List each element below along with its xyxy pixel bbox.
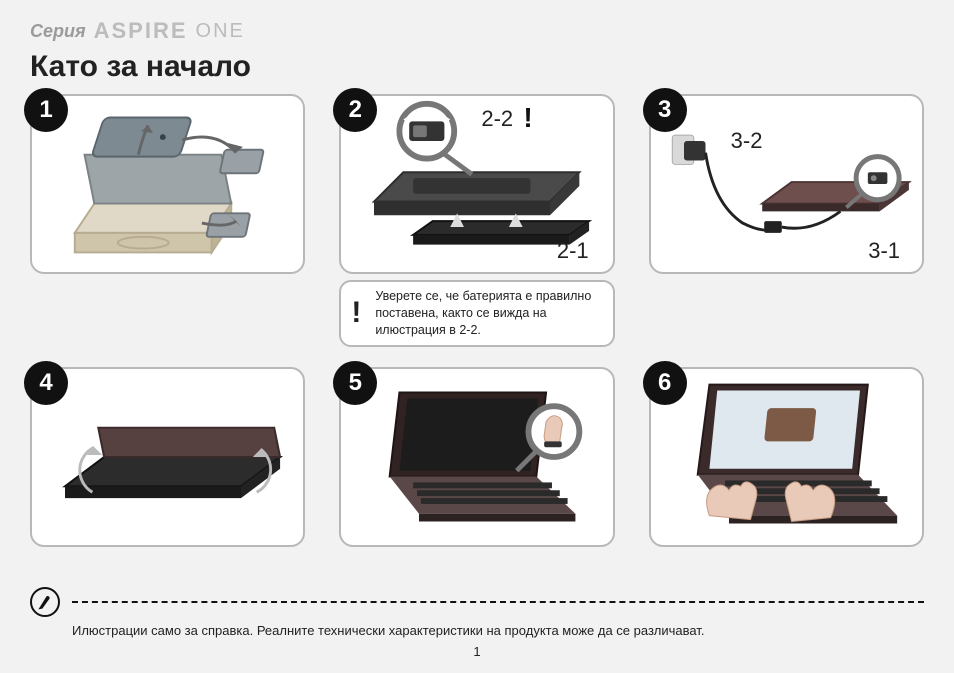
sublabel-2-2: 2-2 bbox=[481, 106, 513, 132]
step-3-illustration: 3-2 3-1 bbox=[649, 94, 924, 274]
page-number: 1 bbox=[30, 644, 924, 659]
step-4-illustration bbox=[30, 367, 305, 547]
exclamation-icon: ! bbox=[351, 293, 361, 334]
step-5-illustration bbox=[339, 367, 614, 547]
footer: Илюстрации само за справка. Реалните тех… bbox=[30, 587, 924, 659]
brand-sub-logo: ONE bbox=[196, 20, 245, 43]
sublabel-2-1: 2-1 bbox=[557, 238, 589, 264]
step-badge: 4 bbox=[24, 361, 68, 405]
sublabel-3-2: 3-2 bbox=[731, 128, 763, 154]
step-badge: 6 bbox=[643, 361, 687, 405]
series-label: Серия bbox=[30, 21, 86, 42]
step-6: 6 bbox=[649, 367, 924, 547]
page-title: Като за начало bbox=[30, 50, 924, 84]
footer-text: Илюстрации само за справка. Реалните тех… bbox=[72, 623, 924, 638]
note-icon bbox=[30, 587, 60, 617]
brand-logo: ASPIRE bbox=[94, 18, 188, 44]
step-1-illustration bbox=[30, 94, 305, 274]
note-text: Уверете се, че батерията е правилно пост… bbox=[375, 289, 591, 337]
divider-dashed bbox=[72, 601, 924, 603]
step-1: 1 bbox=[30, 94, 305, 347]
header: Серия ASPIRE ONE bbox=[30, 18, 924, 44]
step-4: 4 bbox=[30, 367, 305, 547]
step-badge: 3 bbox=[643, 88, 687, 132]
step-3: 3 3-2 3-1 bbox=[649, 94, 924, 347]
sublabel-3-1: 3-1 bbox=[868, 238, 900, 264]
step-2-note: ! Уверете се, че батерията е правилно по… bbox=[339, 280, 614, 347]
step-badge: 2 bbox=[333, 88, 377, 132]
step-5: 5 bbox=[339, 367, 614, 547]
step-badge: 5 bbox=[333, 361, 377, 405]
exclamation-icon: ! bbox=[523, 102, 532, 134]
step-6-illustration bbox=[649, 367, 924, 547]
step-2-illustration: 2-2 ! 2-1 bbox=[339, 94, 614, 274]
step-2: 2 2-2 ! 2-1 bbox=[339, 94, 614, 347]
steps-grid: 1 bbox=[30, 94, 924, 547]
step-badge: 1 bbox=[24, 88, 68, 132]
